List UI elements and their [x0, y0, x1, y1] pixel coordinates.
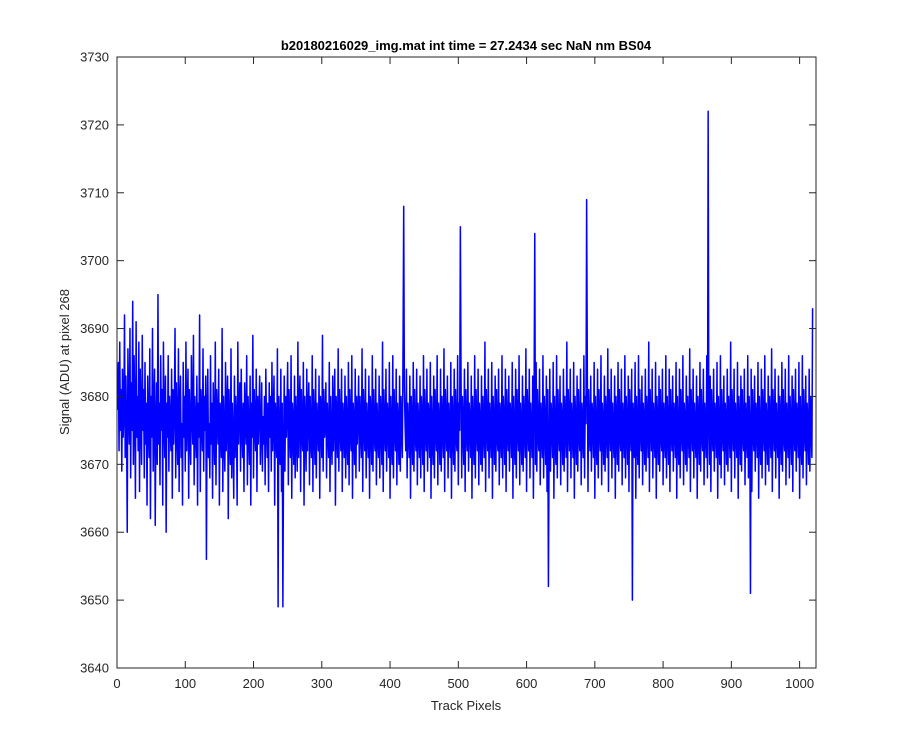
y-tick-label: 3660 — [80, 525, 109, 540]
x-tick-label: 900 — [721, 676, 743, 691]
x-tick-label: 200 — [243, 676, 265, 691]
x-tick-label: 300 — [311, 676, 333, 691]
x-axis-label: Track Pixels — [431, 698, 502, 713]
axes-box — [116, 56, 817, 669]
y-tick-label: 3680 — [80, 389, 109, 404]
x-tick-label: 800 — [652, 676, 674, 691]
y-tick-label: 3730 — [80, 50, 109, 65]
x-tick-label: 500 — [447, 676, 469, 691]
y-tick-label: 3670 — [80, 457, 109, 472]
chart-title: b20180216029_img.mat int time = 27.2434 … — [281, 38, 652, 53]
x-axis: 0 100 200 300 400 500 600 700 800 900 1000 — [113, 57, 814, 691]
y-axis: 3640 3650 3660 3670 3680 3690 3700 3710 3720 3730 — [80, 50, 816, 676]
x-tick-label: 100 — [174, 676, 196, 691]
x-tick-label: 700 — [584, 676, 606, 691]
y-tick-label: 3720 — [80, 117, 109, 132]
plot-lines — [116, 110, 814, 608]
x-tick-label: 400 — [379, 676, 401, 691]
x-tick-label: 1000 — [785, 676, 814, 691]
x-tick-label: 600 — [516, 676, 538, 691]
x-tick-label: 0 — [113, 676, 120, 691]
y-tick-label: 3710 — [80, 185, 109, 200]
y-tick-label: 3700 — [80, 253, 109, 268]
y-tick-label: 3650 — [80, 593, 109, 608]
series-line — [116, 110, 814, 608]
y-axis-label: Signal (ADU) at pixel 268 — [57, 289, 72, 435]
y-tick-label: 3640 — [80, 661, 109, 676]
y-tick-label: 3690 — [80, 321, 109, 336]
